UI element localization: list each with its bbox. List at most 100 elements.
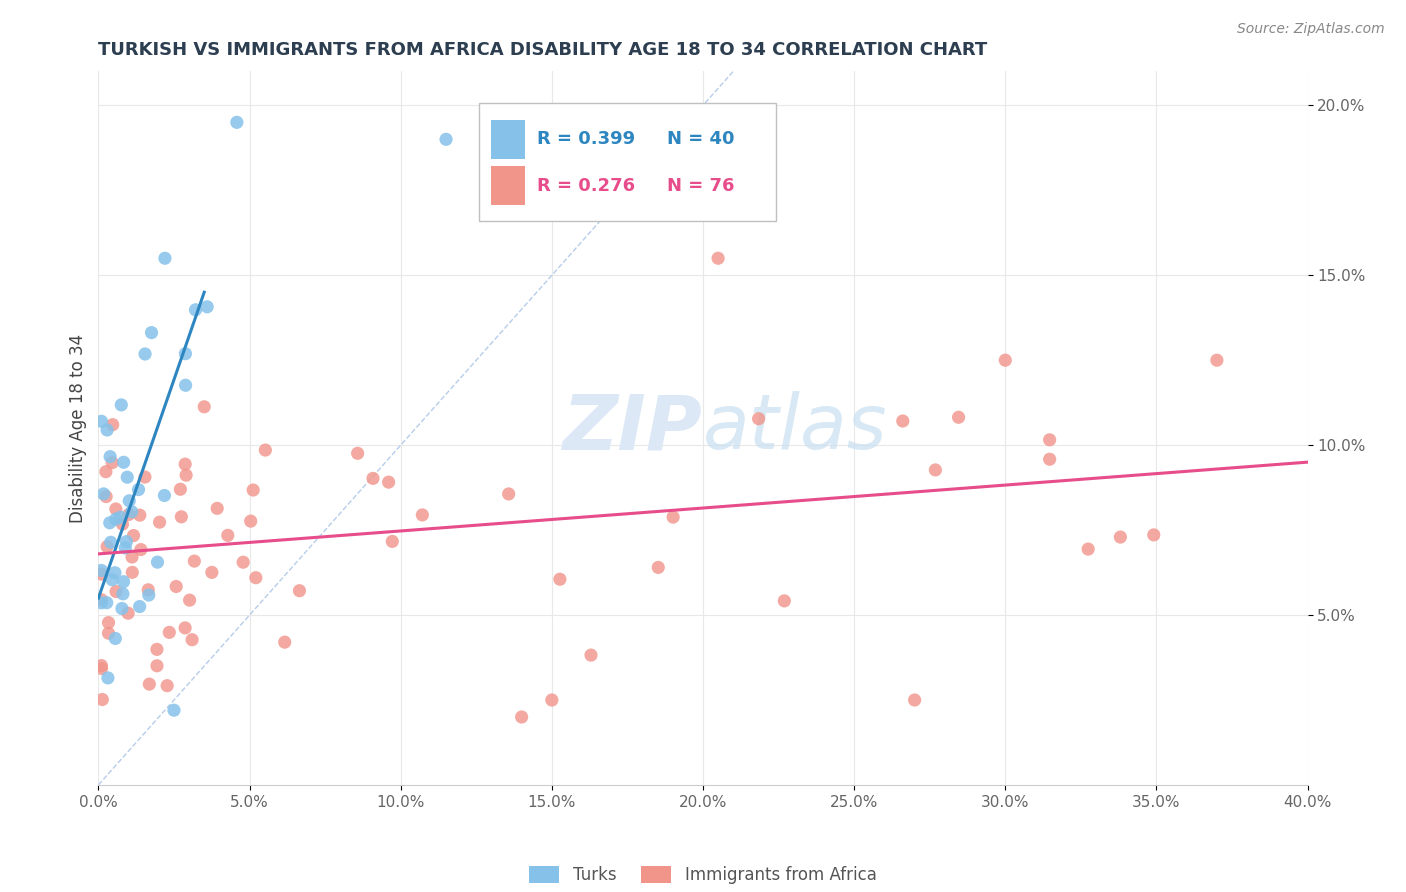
Point [96, 596, 118, 610]
Point [174, 346, 197, 360]
Point [156, 679, 179, 693]
Point [254, 443, 277, 458]
Point [548, 572, 571, 586]
Point [157, 625, 180, 640]
Point [101, 417, 124, 432]
Point [193, 400, 215, 414]
Point [924, 463, 946, 477]
Bar [492, 166, 526, 205]
Point [707, 252, 730, 266]
Point [153, 252, 176, 266]
Point [122, 528, 145, 542]
Point [381, 534, 404, 549]
Point [510, 710, 533, 724]
Point [184, 302, 207, 317]
Point [110, 398, 132, 412]
Point [662, 510, 685, 524]
Point [97, 626, 120, 640]
Point [773, 594, 796, 608]
Point [100, 535, 122, 549]
Point [174, 468, 197, 483]
Point [111, 601, 134, 615]
Legend: Turks, Immigrants from Africa: Turks, Immigrants from Africa [522, 857, 884, 892]
Point [128, 508, 150, 523]
Point [121, 566, 143, 580]
Point [540, 693, 562, 707]
Point [115, 534, 138, 549]
Point [181, 632, 204, 647]
Point [1039, 452, 1062, 467]
Point [98, 450, 121, 464]
Point [90, 567, 112, 582]
Text: TURKISH VS IMMIGRANTS FROM AFRICA DISABILITY AGE 18 TO 34 CORRELATION CHART: TURKISH VS IMMIGRANTS FROM AFRICA DISABI… [98, 41, 987, 59]
Point [104, 512, 127, 526]
Point [94, 465, 117, 479]
Point [904, 693, 927, 707]
Point [748, 411, 770, 425]
Point [288, 583, 311, 598]
Point [239, 514, 262, 528]
Point [136, 582, 159, 597]
Point [1077, 542, 1099, 557]
Point [111, 517, 134, 532]
Point [104, 502, 127, 516]
Point [118, 493, 141, 508]
Point [174, 378, 197, 392]
Point [90, 592, 112, 607]
Point [104, 566, 127, 580]
Point [411, 508, 433, 522]
Point [579, 648, 602, 662]
Point [1109, 530, 1132, 544]
Point [274, 635, 297, 649]
Point [121, 549, 143, 564]
Point [105, 584, 128, 599]
Point [153, 488, 176, 502]
Point [201, 566, 224, 580]
Point [169, 483, 191, 497]
Point [138, 588, 160, 602]
Text: Source: ZipAtlas.com: Source: ZipAtlas.com [1237, 22, 1385, 37]
Point [110, 510, 132, 524]
Point [217, 528, 239, 542]
Point [242, 483, 264, 497]
Point [148, 515, 170, 529]
Text: R = 0.399: R = 0.399 [537, 130, 636, 148]
Point [146, 555, 169, 569]
Point [195, 300, 218, 314]
Point [104, 632, 127, 646]
Point [128, 483, 150, 497]
Point [1143, 528, 1166, 542]
Point [138, 677, 160, 691]
Point [90, 596, 112, 610]
Point [111, 587, 134, 601]
Point [346, 446, 368, 460]
Point [114, 541, 136, 555]
Point [101, 573, 124, 587]
Point [179, 593, 201, 607]
Bar [492, 120, 526, 159]
Point [117, 470, 139, 484]
Point [174, 621, 197, 635]
Point [112, 455, 135, 469]
Point [129, 542, 152, 557]
Point [165, 579, 187, 593]
FancyBboxPatch shape [479, 103, 776, 221]
Point [90, 564, 112, 578]
Text: N = 76: N = 76 [666, 177, 734, 194]
Point [98, 516, 121, 530]
Point [96, 540, 118, 554]
Point [498, 487, 520, 501]
Point [994, 353, 1017, 368]
Point [146, 642, 169, 657]
Point [170, 509, 193, 524]
Point [205, 501, 228, 516]
Y-axis label: Disability Age 18 to 34: Disability Age 18 to 34 [69, 334, 87, 523]
Point [90, 658, 112, 673]
Text: N = 40: N = 40 [666, 130, 734, 148]
Point [96, 423, 118, 437]
Point [647, 560, 669, 574]
Point [245, 571, 267, 585]
Point [163, 703, 186, 717]
Text: ZIP: ZIP [564, 392, 703, 465]
Point [1039, 433, 1062, 447]
